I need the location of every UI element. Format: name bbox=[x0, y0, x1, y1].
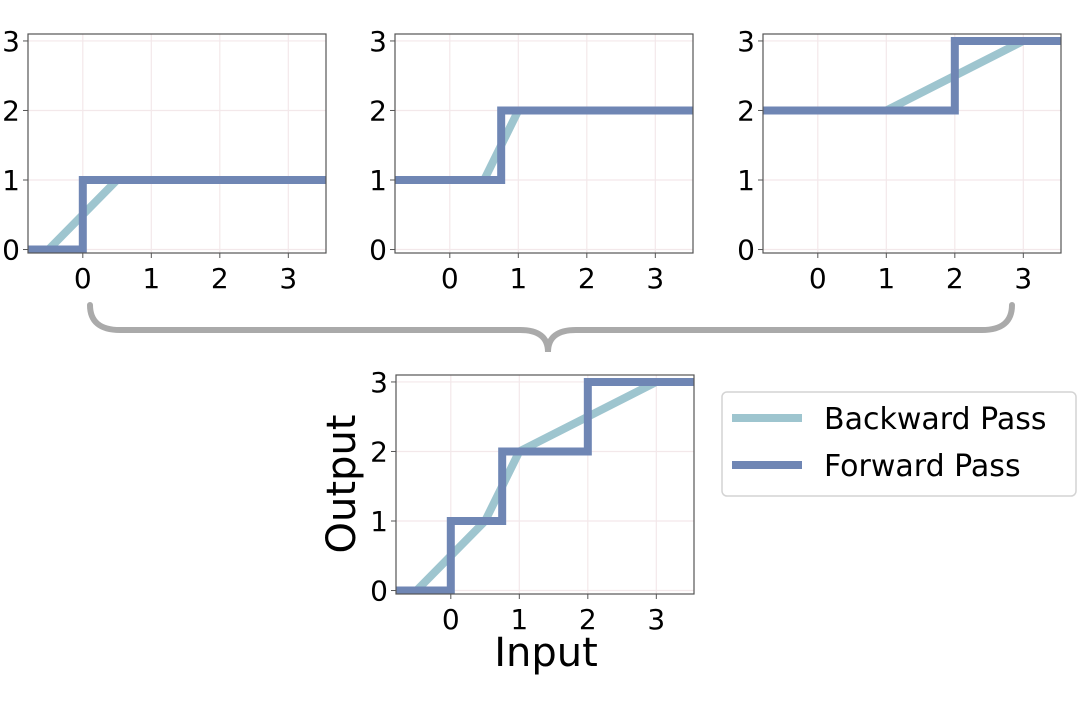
y-tick-label: 0 bbox=[2, 234, 20, 267]
y-tick-label: 0 bbox=[737, 234, 755, 267]
y-tick-label: 1 bbox=[370, 505, 388, 538]
y-tick-label: 1 bbox=[737, 164, 755, 197]
x-tick-label: 2 bbox=[579, 603, 597, 636]
x-tick-label: 2 bbox=[578, 262, 596, 295]
y-tick-label: 3 bbox=[737, 25, 755, 58]
x-tick-label: 3 bbox=[647, 603, 665, 636]
x-tick-label: 1 bbox=[510, 603, 528, 636]
y-tick-label: 3 bbox=[369, 25, 387, 58]
legend-label-backward: Backward Pass bbox=[824, 402, 1047, 437]
y-axis-title: Output bbox=[319, 415, 365, 554]
y-tick-label: 1 bbox=[369, 164, 387, 197]
subplot-1: 0 1 2 3 0 1 2 3 bbox=[2, 25, 327, 295]
legend-label-forward: Forward Pass bbox=[824, 449, 1021, 484]
x-tick-label: 3 bbox=[279, 262, 297, 295]
subplot-3: 0 1 2 3 0 1 2 3 bbox=[737, 25, 1062, 295]
x-tick-label: 3 bbox=[646, 262, 664, 295]
y-tick-label: 2 bbox=[370, 435, 388, 468]
y-tick-label: 0 bbox=[370, 575, 388, 608]
y-tick-label: 2 bbox=[2, 94, 20, 127]
forward-pass-line bbox=[763, 36, 1061, 115]
x-tick-label: 1 bbox=[509, 262, 527, 295]
legend: Backward Pass Forward Pass bbox=[721, 391, 1077, 497]
y-tick-label: 3 bbox=[2, 25, 20, 58]
x-tick-label: 0 bbox=[442, 603, 460, 636]
forward-pass-line bbox=[395, 106, 693, 184]
x-tick-label: 0 bbox=[441, 262, 459, 295]
x-tick-label: 2 bbox=[211, 262, 229, 295]
x-axis-title: Input bbox=[494, 630, 598, 676]
x-tick-label: 3 bbox=[1014, 262, 1032, 295]
forward-pass-line bbox=[28, 176, 326, 254]
y-tick-label: 2 bbox=[369, 94, 387, 127]
legend-frame bbox=[721, 391, 1077, 497]
x-tick-label: 1 bbox=[877, 262, 895, 295]
y-tick-label: 2 bbox=[737, 94, 755, 127]
axes-frame bbox=[762, 33, 1062, 254]
subplot-2: 0 1 2 3 0 1 2 3 bbox=[369, 25, 694, 295]
y-tick-label: 3 bbox=[370, 366, 388, 399]
axes-frame bbox=[394, 33, 694, 254]
subplot-combined: 0 1 2 3 0 1 2 3 bbox=[370, 366, 695, 636]
x-tick-label: 0 bbox=[809, 262, 827, 295]
axes-frame bbox=[395, 374, 695, 595]
x-tick-label: 2 bbox=[946, 262, 964, 295]
curly-brace bbox=[87, 302, 1015, 353]
y-tick-label: 1 bbox=[2, 164, 20, 197]
plot-area bbox=[395, 34, 693, 253]
forward-pass-line bbox=[396, 377, 694, 595]
x-tick-label: 0 bbox=[74, 262, 92, 295]
plot-area bbox=[763, 34, 1061, 253]
axes-frame bbox=[27, 33, 327, 254]
x-tick-label: 1 bbox=[142, 262, 160, 295]
y-tick-label: 0 bbox=[369, 234, 387, 267]
